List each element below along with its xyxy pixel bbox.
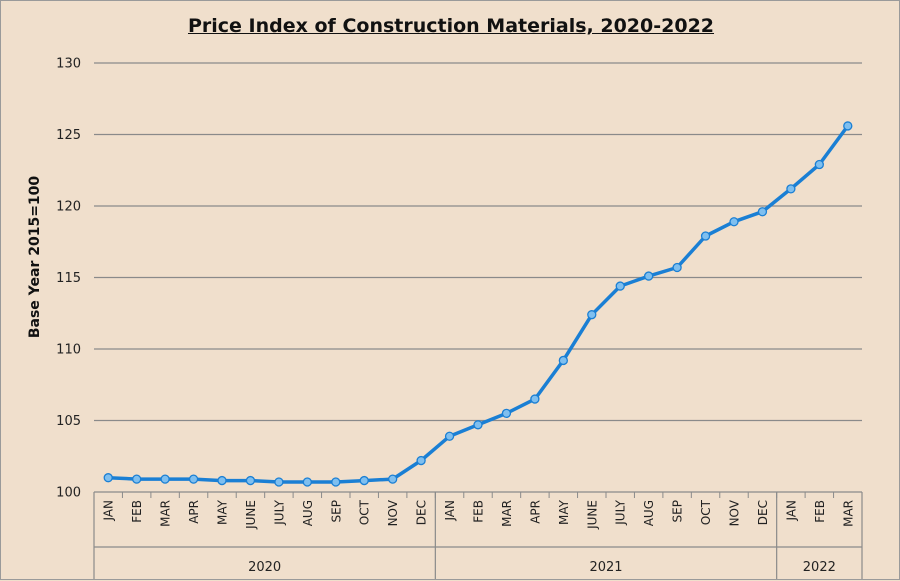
year-group-label: 2020 bbox=[248, 560, 281, 575]
y-tick-label: 120 bbox=[56, 200, 81, 215]
data-point bbox=[217, 475, 227, 486]
x-tick-label: MAY bbox=[557, 499, 571, 525]
series-markers bbox=[103, 121, 853, 487]
x-tick-label: MAY bbox=[216, 499, 230, 525]
x-tick-label: FEB bbox=[472, 500, 486, 523]
x-tick-label: OCT bbox=[358, 499, 372, 525]
data-point bbox=[644, 271, 654, 281]
x-tick-label: AUG bbox=[301, 500, 315, 526]
x-tick-label: OCT bbox=[699, 499, 713, 525]
data-point bbox=[814, 159, 824, 170]
y-axis-label: Base Year 2015=100 bbox=[27, 176, 43, 339]
x-tick-label: AUG bbox=[642, 500, 656, 526]
data-point bbox=[274, 477, 284, 487]
x-tick-label: DEC bbox=[756, 500, 770, 525]
data-point bbox=[132, 474, 142, 484]
data-point bbox=[331, 477, 341, 487]
x-tick-label: JAN bbox=[784, 500, 798, 522]
x-tick-label: JAN bbox=[443, 500, 457, 522]
data-point bbox=[302, 477, 312, 487]
chart-title: Price Index of Construction Materials, 2… bbox=[187, 15, 715, 37]
data-point bbox=[587, 310, 597, 320]
x-tick-label: NOV bbox=[728, 499, 742, 526]
x-tick-label: APR bbox=[528, 500, 542, 524]
x-tick-label: MAR bbox=[159, 500, 173, 527]
x-tick-label: NOV bbox=[386, 499, 400, 526]
data-point bbox=[388, 474, 398, 484]
data-point bbox=[416, 455, 426, 466]
data-point bbox=[672, 262, 682, 273]
data-point bbox=[757, 207, 768, 217]
y-tick-label: 130 bbox=[56, 57, 81, 72]
data-point bbox=[786, 184, 796, 194]
y-tick-label: 100 bbox=[56, 486, 81, 501]
y-tick-label: 110 bbox=[56, 343, 81, 358]
data-point bbox=[103, 473, 113, 483]
year-group-label: 2021 bbox=[589, 560, 622, 575]
x-tick-label: SEP bbox=[329, 500, 343, 522]
x-tick-label: DEC bbox=[415, 500, 429, 525]
x-tick-label: JUNE bbox=[585, 500, 599, 530]
category-axis: JAN FEB MAR APR MAY JUNE JULY AUG SEP OCT NOV DEC JA… bbox=[93, 492, 863, 579]
data-point bbox=[359, 475, 369, 486]
x-tick-label: JULY bbox=[614, 499, 628, 525]
data-point bbox=[188, 474, 199, 484]
y-tick-label: 125 bbox=[56, 128, 81, 143]
y-tick-label: 105 bbox=[56, 414, 81, 429]
data-point bbox=[530, 394, 540, 404]
data-point bbox=[558, 355, 568, 366]
data-point bbox=[729, 217, 739, 227]
data-point bbox=[501, 408, 512, 419]
data-point bbox=[444, 431, 455, 441]
x-tick-label: SEP bbox=[671, 500, 685, 522]
x-tick-label: JAN bbox=[102, 500, 116, 522]
y-tick-label: 115 bbox=[56, 271, 81, 286]
x-tick-label: MAR bbox=[841, 500, 855, 527]
y-tick-labels: 100 105 110 115 120 125 130 bbox=[56, 57, 81, 501]
data-point bbox=[615, 281, 625, 291]
x-tick-label: JULY bbox=[272, 499, 286, 525]
data-point bbox=[160, 474, 170, 484]
x-tick-label: JUNE bbox=[244, 500, 258, 530]
x-tick-label: APR bbox=[187, 500, 201, 524]
data-point bbox=[473, 420, 483, 430]
x-tick-label: FEB bbox=[130, 500, 144, 523]
x-tick-label: MAR bbox=[500, 500, 514, 527]
x-tick-label: FEB bbox=[813, 500, 827, 523]
data-point bbox=[245, 475, 256, 486]
year-group-label: 2022 bbox=[803, 560, 836, 575]
data-point bbox=[700, 231, 711, 241]
data-point bbox=[843, 121, 853, 131]
